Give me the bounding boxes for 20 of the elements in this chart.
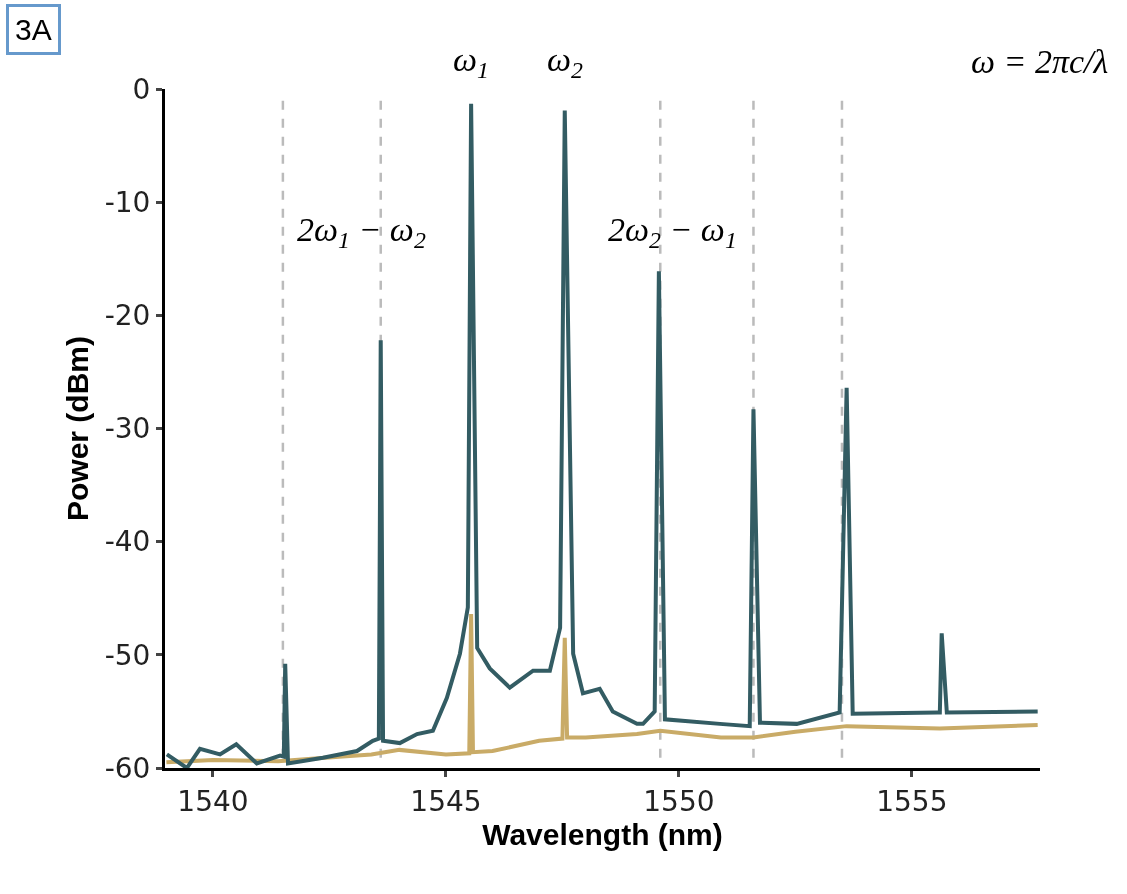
y-tick-label: -20 <box>104 299 151 333</box>
annotation: 2ω$_{1}$ − ω$_{2}$ <box>297 211 426 254</box>
text: 3A <box>15 13 52 46</box>
y-tick-label: -10 <box>104 185 151 219</box>
x-tick-label: 1540 <box>177 784 249 818</box>
text: ω$_{1}$ <box>453 41 489 84</box>
y-tick-label: -30 <box>104 412 151 446</box>
x-axis-title: Wavelength (nm) <box>482 817 723 851</box>
y-tick-label: 0 <box>132 72 151 106</box>
x-tick-label: 1550 <box>643 784 715 818</box>
y-tick-label: -50 <box>104 638 151 672</box>
y-tick-label: -60 <box>104 751 151 785</box>
x-tick-label: 1555 <box>876 784 948 818</box>
x-tick-label: 1545 <box>410 784 482 818</box>
line-series <box>165 612 1040 765</box>
y-tick-label: -40 <box>104 525 151 559</box>
text: ω$_{2}$ <box>547 41 584 84</box>
y-axis-title: Power (dBm) <box>60 335 94 522</box>
text: ω = 2πc/λ <box>971 43 1109 80</box>
annotation: 2ω$_{2}$ − ω$_{1}$ <box>608 211 737 254</box>
